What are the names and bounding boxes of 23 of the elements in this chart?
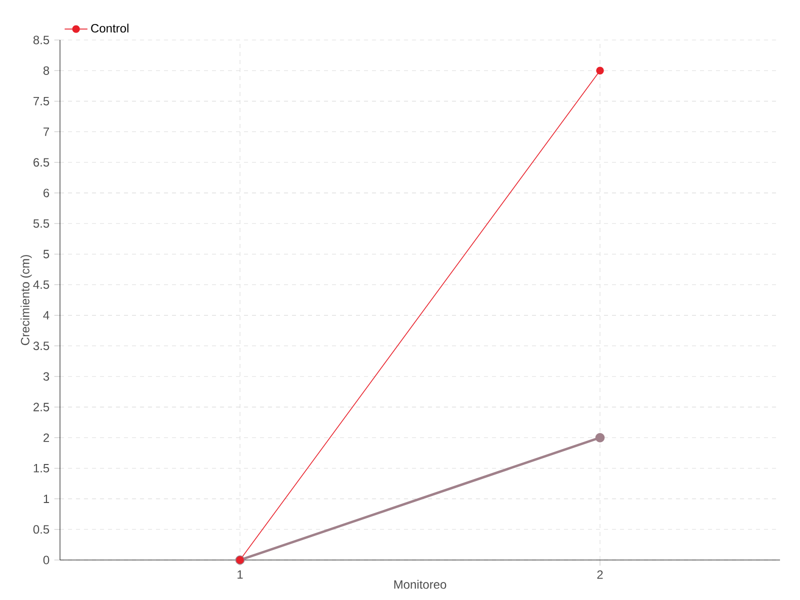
y-tick-label: 8.5 (33, 36, 50, 44)
y-tick-label: 4.5 (33, 280, 50, 289)
y-tick-label: 2.5 (34, 402, 50, 412)
x-axis-title: Monitoreo (394, 580, 446, 589)
y-tick-label: 1.5 (34, 464, 50, 472)
y-tick-label: 8 (43, 66, 50, 75)
y-tick-label: 7.5 (34, 96, 50, 106)
y-axis-title: Crecimiento (cm) (20, 255, 32, 346)
y-tick-label: 1 (44, 494, 50, 503)
point (595, 432, 605, 442)
y-tick-label: 7 (44, 128, 49, 136)
y-tick-label: 6 (44, 188, 50, 198)
y-tick-label: 2 (44, 433, 49, 442)
y-tick-label: 4 (43, 311, 50, 320)
y-tick-label: 0.5 (33, 525, 50, 534)
legend-label: Control (91, 24, 128, 33)
y-tick-label: 5 (43, 250, 50, 258)
y-tick-label: 3.5 (33, 342, 50, 350)
y-tick-label: 0 (43, 556, 50, 564)
point (596, 66, 604, 74)
y-tick-label: 5.5 (33, 219, 50, 228)
y-tick-label: 6.5 (34, 158, 50, 167)
y-tick-label: 3 (43, 372, 50, 381)
